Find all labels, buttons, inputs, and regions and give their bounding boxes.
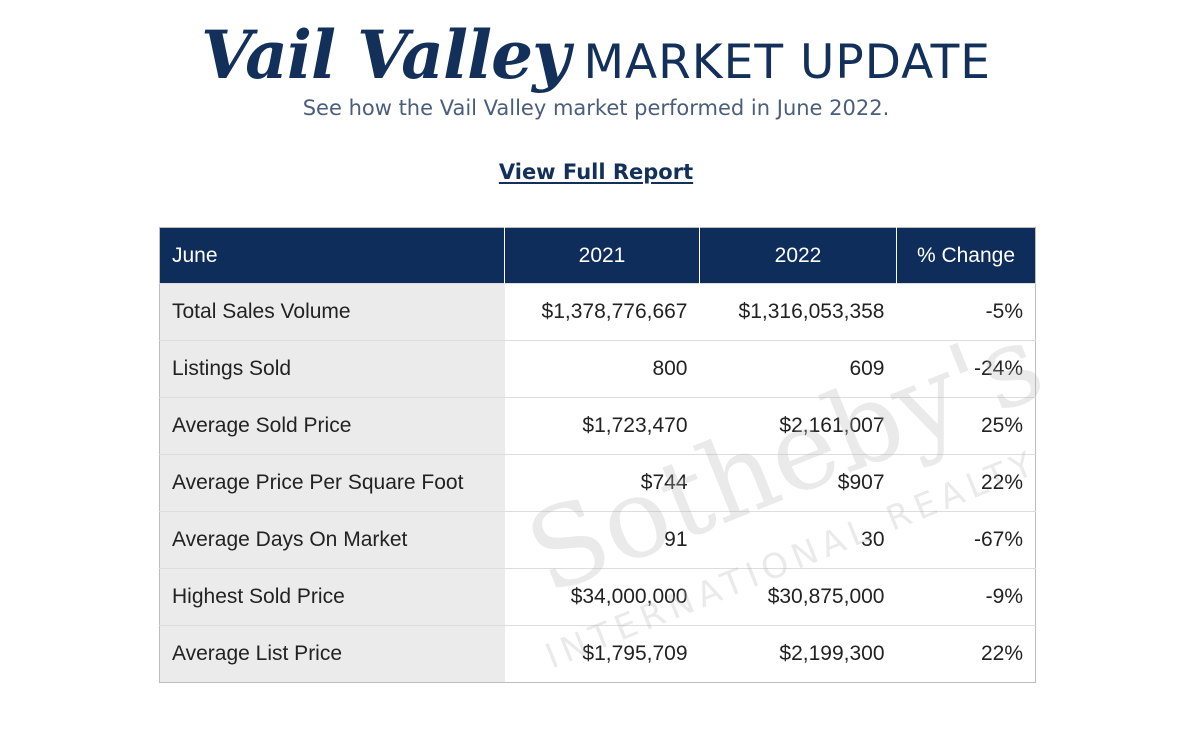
value-2022: $907 (699, 454, 897, 512)
value-2021: 91 (504, 511, 700, 569)
table-row: Listings Sold 800 609 -24% (159, 340, 1036, 398)
table-row: Average Price Per Square Foot $744 $907 22% (159, 454, 1036, 512)
percent-change: 25% (896, 397, 1036, 455)
title-script: Vail Valley (201, 16, 570, 94)
page-subtitle: See how the Vail Valley market performed… (302, 96, 890, 120)
table-row: Total Sales Volume $1,378,776,667 $1,316,0… (159, 283, 1036, 341)
value-2021: $1,378,776,667 (504, 283, 700, 341)
view-full-report-link[interactable]: View Full Report (498, 160, 694, 184)
value-2022: 609 (699, 340, 897, 398)
percent-change: -24% (896, 340, 1036, 398)
percent-change: -5% (896, 283, 1036, 341)
row-label: Average List Price (159, 625, 505, 683)
table-header-row: June 2021 2022 % Change (159, 227, 1036, 284)
table-row: Average List Price $1,795,709 $2,199,300 22… (159, 625, 1036, 683)
value-2021: 800 (504, 340, 700, 398)
market-table-wrapper: June 2021 2022 % Change Total Sales Volu… (159, 227, 1036, 683)
row-label: Average Sold Price (159, 397, 505, 455)
table-body: Total Sales Volume $1,378,776,667 $1,316,0… (159, 283, 1036, 683)
row-label: Average Price Per Square Foot (159, 454, 505, 512)
header-change: % Change (896, 227, 1036, 284)
value-2022: 30 (699, 511, 897, 569)
table-row: Average Sold Price $1,723,470 $2,161,007 25… (159, 397, 1036, 455)
percent-change: -9% (896, 568, 1036, 626)
row-label: Average Days On Market (159, 511, 505, 569)
value-2022: $2,161,007 (699, 397, 897, 455)
row-label: Highest Sold Price (159, 568, 505, 626)
page-header: Vail Valley MARKET UPDATE See how the Vai… (0, 22, 1192, 120)
value-2021: $34,000,000 (504, 568, 700, 626)
header-2021: 2021 (504, 227, 700, 284)
percent-change: -67% (896, 511, 1036, 569)
percent-change: 22% (896, 625, 1036, 683)
title-rest: MARKET UPDATE (583, 35, 991, 90)
row-label: Total Sales Volume (159, 283, 505, 341)
value-2021: $744 (504, 454, 700, 512)
value-2022: $1,316,053,358 (699, 283, 897, 341)
percent-change: 22% (896, 454, 1036, 512)
value-2022: $30,875,000 (699, 568, 897, 626)
header-june: June (159, 227, 505, 284)
report-link-container: View Full Report (0, 160, 1192, 184)
table-row: Highest Sold Price $34,000,000 $30,875,000… (159, 568, 1036, 626)
value-2022: $2,199,300 (699, 625, 897, 683)
market-table: June 2021 2022 % Change Total Sales Volu… (159, 227, 1036, 683)
table-row: Average Days On Market 91 30 -67% (159, 511, 1036, 569)
page-title: Vail Valley MARKET UPDATE (0, 22, 1192, 88)
value-2021: $1,723,470 (504, 397, 700, 455)
header-2022: 2022 (699, 227, 897, 284)
row-label: Listings Sold (159, 340, 505, 398)
value-2021: $1,795,709 (504, 625, 700, 683)
